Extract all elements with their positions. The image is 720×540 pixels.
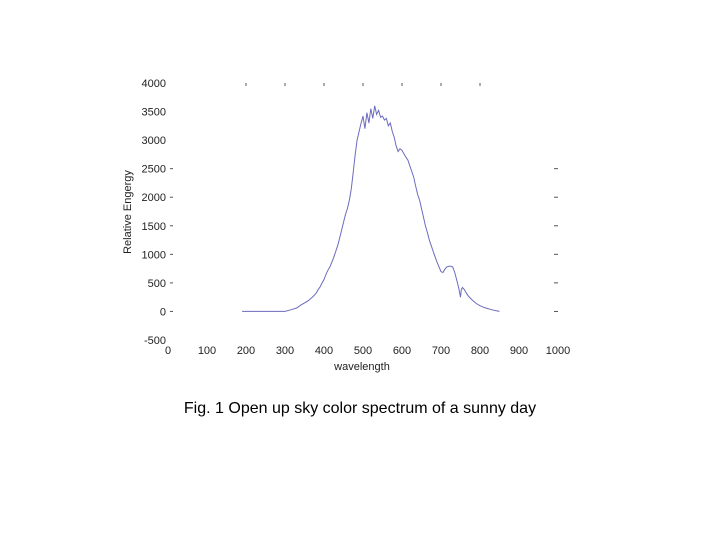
x-tick-label: 900: [510, 345, 528, 357]
x-tick-label: 0: [165, 345, 171, 357]
x-axis-label: wavelength: [333, 361, 390, 373]
x-tick-label: 600: [393, 345, 411, 357]
y-tick-label: 3500: [142, 107, 166, 119]
x-tick-label: 800: [471, 345, 489, 357]
y-tick-label: 500: [148, 278, 166, 290]
x-tick-label: 400: [315, 345, 333, 357]
y-tick-label: 4000: [142, 78, 166, 90]
x-tick-labels: 0 100 200 300 400 500 600 700 800 900 1000: [165, 345, 570, 357]
x-tick-label: 300: [276, 345, 294, 357]
x-tick-label: 500: [354, 345, 372, 357]
spectrum-line: [242, 105, 500, 312]
right-tick-marks: [554, 168, 558, 312]
y-tick-label: 3000: [142, 135, 166, 147]
y-tick-label: 2000: [142, 192, 166, 204]
y-tick-label: 0: [160, 306, 166, 318]
y-tick-label: 1000: [142, 249, 166, 261]
x-tick-label: 100: [198, 345, 216, 357]
top-tick-marks: [245, 83, 481, 86]
x-tick-label: 200: [237, 345, 255, 357]
y-tick-label: 2500: [142, 164, 166, 176]
y-tick-labels: -500 0 500 1000 1500 2000 2500 3000 3500 4000: [142, 78, 173, 347]
y-tick-label: 1500: [142, 221, 166, 233]
figure-caption: Fig. 1 Open up sky color spectrum of a s…: [183, 400, 537, 417]
x-tick-label: 700: [432, 345, 450, 357]
y-tick-label: -500: [144, 335, 166, 347]
y-axis-label: Relative Engergy: [122, 170, 134, 254]
x-tick-label: 1000: [546, 345, 570, 357]
